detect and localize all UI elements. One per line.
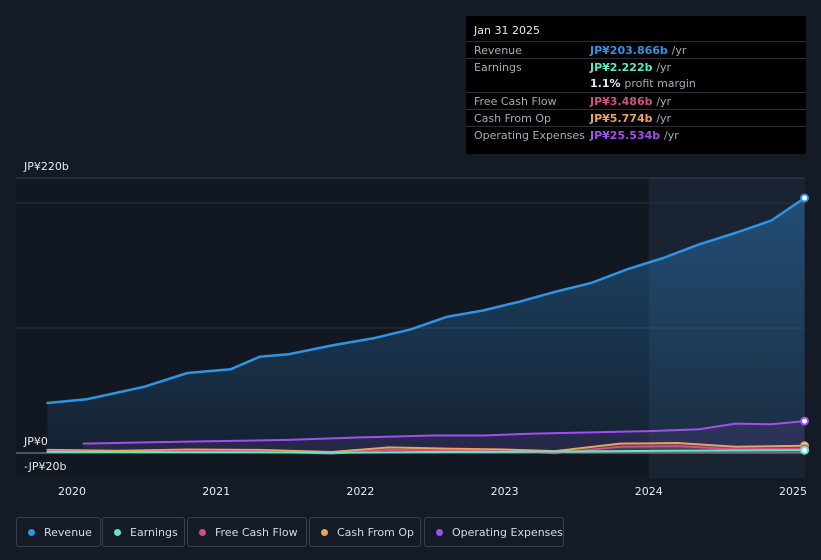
tooltip-value: JP¥5.774b /yr (590, 112, 672, 125)
cash-from-op-dot-icon (321, 528, 328, 536)
tooltip-value: JP¥25.534b /yr (590, 129, 679, 142)
tooltip-row-cash-from-op: Cash From Op JP¥5.774b /yr (466, 109, 806, 127)
x-tick-label: 2021 (202, 485, 230, 498)
tooltip: Jan 31 2025 Revenue JP¥203.866b /yr Earn… (466, 16, 806, 154)
y-tick-label: JP¥220b (23, 160, 69, 173)
tooltip-value: JP¥2.222b /yr (590, 61, 672, 74)
earnings-line (46, 449, 806, 454)
x-tick-label: 2023 (491, 485, 519, 498)
operating-expenses-dot-icon (436, 528, 443, 536)
tooltip-row-earnings: Earnings JP¥2.222b /yr (466, 58, 806, 76)
tooltip-value: JP¥3.486b /yr (590, 95, 672, 108)
revenue-end-marker (800, 193, 810, 203)
tooltip-date: Jan 31 2025 (474, 24, 540, 37)
legend-item-cash-from-op[interactable]: Cash From Op (309, 517, 421, 547)
tooltip-label: Earnings (474, 61, 522, 74)
earnings-end-marker (800, 445, 810, 455)
x-tick-label: 2022 (346, 485, 374, 498)
legend-label: Cash From Op (337, 525, 415, 539)
free-cash-flow-dot-icon (199, 528, 206, 536)
tooltip-label: Revenue (474, 44, 522, 57)
tooltip-row-profit-margin: 1.1% profit margin (466, 75, 806, 92)
tooltip-label: Cash From Op (474, 112, 552, 125)
revenue-area (47, 198, 805, 453)
tooltip-row-operating-expenses: Operating Expenses JP¥25.534b /yr (466, 126, 806, 144)
revenue-line (46, 196, 806, 405)
cash-from-op-line (46, 442, 806, 453)
tooltip-label: Free Cash Flow (474, 95, 557, 108)
earnings-dot-icon (114, 528, 121, 536)
tooltip-value: 1.1% profit margin (590, 77, 696, 90)
legend-label: Operating Expenses (452, 525, 563, 539)
tooltip-value: JP¥203.866b /yr (590, 44, 687, 57)
y-tick-label: JP¥0 (23, 435, 48, 448)
tooltip-label: Operating Expenses (474, 129, 585, 142)
legend-item-free-cash-flow[interactable]: Free Cash Flow (187, 517, 307, 547)
operating-expenses-area (83, 421, 805, 453)
x-tick-label: 2024 (635, 485, 663, 498)
legend-item-operating-expenses[interactable]: Operating Expenses (424, 517, 564, 547)
legend-item-earnings[interactable]: Earnings (102, 517, 185, 547)
tooltip-row-revenue: Revenue JP¥203.866b /yr (466, 41, 806, 59)
chart: JP¥220b JP¥0 -JP¥20b 2020 2021 2022 2023 2024 2… (16, 160, 810, 498)
operating-expenses-line (82, 420, 806, 445)
legend-label: Earnings (130, 525, 178, 539)
y-tick-label: -JP¥20b (24, 460, 66, 473)
x-tick-label: 2025 (779, 485, 807, 498)
legend-label: Revenue (44, 525, 92, 539)
operating-expenses-end-marker (800, 416, 810, 426)
x-tick-label: 2020 (58, 485, 86, 498)
revenue-dot-icon (28, 528, 35, 536)
free-cash-flow-line (46, 445, 806, 455)
legend-item-revenue[interactable]: Revenue (16, 517, 101, 547)
legend-label: Free Cash Flow (215, 525, 298, 539)
tooltip-row-free-cash-flow: Free Cash Flow JP¥3.486b /yr (466, 92, 806, 110)
